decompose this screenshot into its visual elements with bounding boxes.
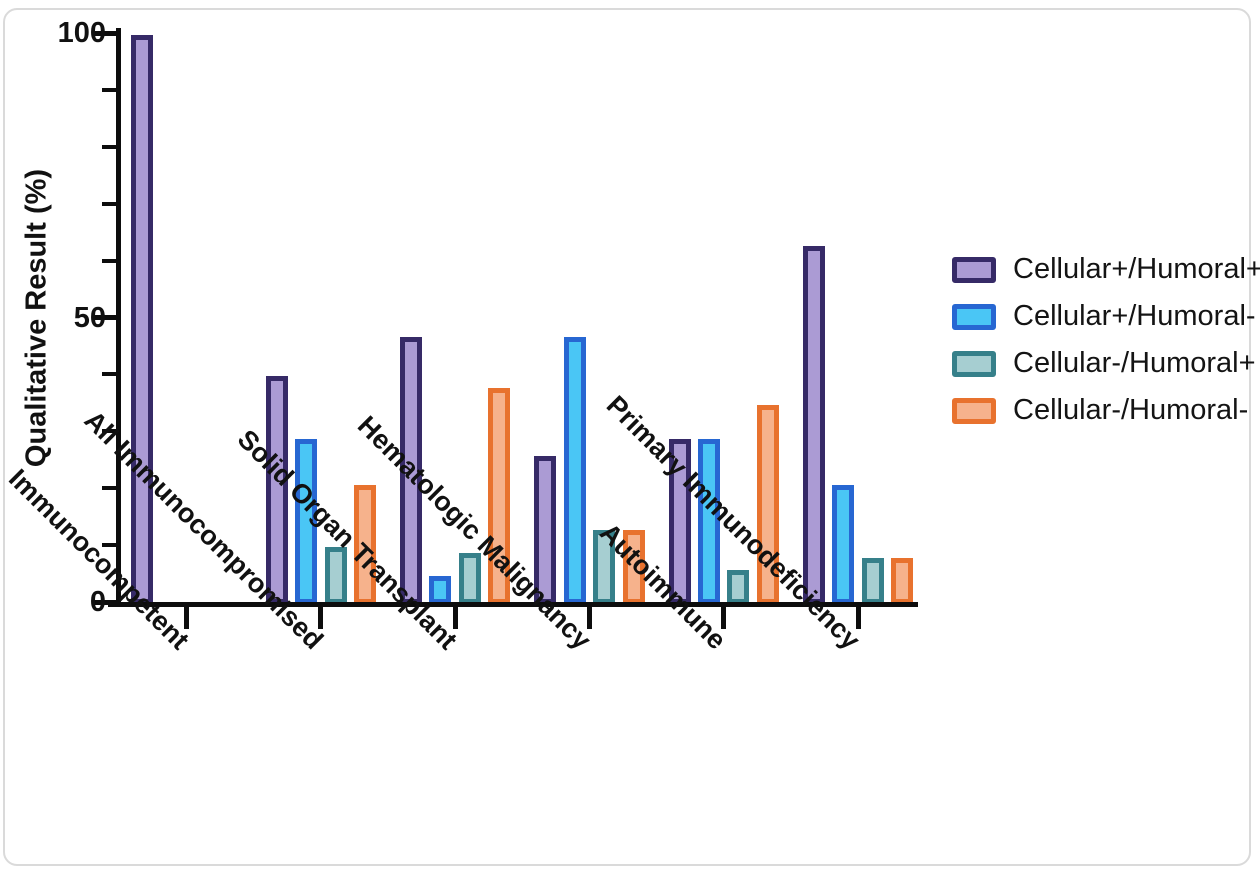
legend-label: Cellular-/Humoral+ (1013, 347, 1256, 379)
y-minor-tick (102, 202, 116, 206)
legend-item: Cellular-/Humoral+ (952, 347, 1260, 380)
bar (623, 530, 645, 604)
bar (803, 246, 825, 604)
y-axis-line (116, 28, 121, 607)
legend-swatch (952, 350, 996, 377)
y-minor-tick (102, 145, 116, 149)
x-axis-line (108, 602, 918, 607)
x-tick (721, 606, 726, 629)
legend-swatch (952, 397, 996, 424)
legend-label: Cellular+/Humoral+ (1013, 253, 1260, 285)
bar (325, 547, 347, 604)
y-major-tick (94, 315, 116, 320)
bar (266, 376, 288, 604)
y-tick-label: 0 (89, 586, 106, 618)
bar (564, 337, 586, 604)
y-major-tick (94, 31, 116, 36)
legend-item: Cellular-/Humoral- (952, 394, 1260, 427)
x-tick-label: Primary Immunodeficiency (600, 389, 866, 656)
y-minor-tick (102, 372, 116, 376)
bar (534, 456, 556, 604)
bar (698, 439, 720, 604)
legend-label: Cellular+/Humoral- (1013, 300, 1256, 332)
y-tick-label: 50 (73, 302, 106, 334)
x-tick (184, 606, 189, 629)
legend-label: Cellular-/Humoral- (1013, 394, 1249, 426)
x-tick (318, 606, 323, 629)
y-minor-tick (102, 543, 116, 547)
legend-item: Cellular+/Humoral- (952, 300, 1260, 333)
y-minor-tick (102, 486, 116, 490)
bar (131, 35, 153, 604)
x-tick (856, 606, 861, 629)
bar (295, 439, 317, 604)
bar (459, 553, 481, 604)
x-tick (587, 606, 592, 629)
x-tick-label: Hematologic Malignancy (351, 410, 597, 656)
bar (488, 388, 510, 604)
bar (669, 439, 691, 604)
bar (891, 558, 913, 604)
x-tick (453, 606, 458, 629)
bar (593, 530, 615, 604)
bar (354, 485, 376, 604)
y-minor-tick (102, 259, 116, 263)
y-major-tick (94, 600, 116, 605)
legend-swatch (952, 303, 996, 330)
legend-swatch (952, 256, 996, 283)
bar (832, 485, 854, 604)
bar (727, 570, 749, 604)
bar (400, 337, 422, 604)
bar (862, 558, 884, 604)
y-minor-tick (102, 429, 116, 433)
bar (429, 576, 451, 604)
bar (757, 405, 779, 604)
legend: Cellular+/Humoral+ Cellular+/Humoral- Cell… (952, 253, 1260, 441)
y-tick-label: 100 (57, 17, 106, 49)
legend-item: Cellular+/Humoral+ (952, 253, 1260, 286)
y-minor-tick (102, 88, 116, 92)
figure-card (3, 8, 1251, 866)
